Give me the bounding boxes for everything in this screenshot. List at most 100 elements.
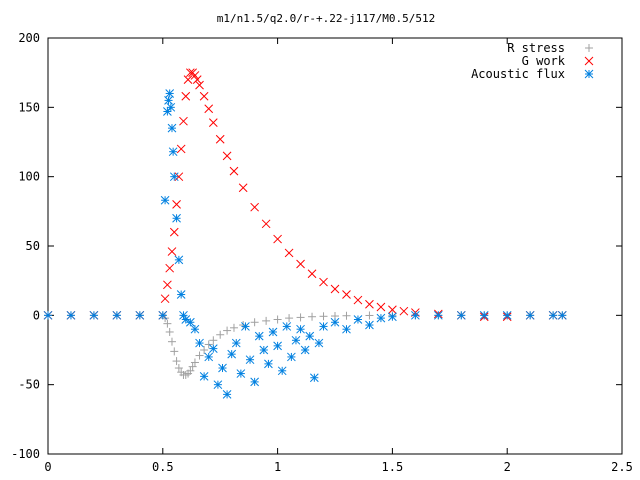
data-point [179,310,188,320]
data-point [174,172,184,182]
data-point [166,102,176,112]
data-point [259,345,269,355]
data-point [164,96,173,105]
data-point [172,213,181,223]
data-point [158,310,168,320]
data-point [305,331,315,341]
data-point [179,116,188,126]
data-point [300,345,310,355]
data-point [176,290,186,299]
data-point [296,324,305,334]
data-point [165,89,175,98]
data-point [365,320,374,330]
x-tick-label: 2 [504,460,511,474]
data-point [250,202,259,212]
data-point [160,294,170,304]
data-point [208,344,218,353]
data-point [342,311,351,320]
data-point [307,269,317,279]
y-tick-label: -100 [11,447,40,461]
data-point [287,352,296,362]
data-point [273,341,282,351]
data-point [168,147,178,157]
data-point [200,346,209,354]
data-point [170,347,179,356]
data-point [165,327,174,336]
data-point [261,219,271,229]
legend-label: G work [522,54,566,68]
data-point [236,369,246,378]
x-tick-label: 1.5 [382,460,404,474]
data-point [215,134,225,144]
data-point [174,255,184,265]
data-point [231,338,241,348]
legend-marker [584,69,594,79]
data-point [185,317,195,327]
data-point [163,280,172,290]
data-point [273,234,282,244]
data-point [254,331,264,341]
data-point [66,310,76,320]
y-tick-label: 200 [18,31,40,45]
data-point [190,71,200,80]
data-point [268,327,278,337]
data-point [296,259,305,269]
series-layer [43,68,567,399]
data-point [160,195,170,205]
data-point [264,359,273,369]
data-point [43,310,53,320]
data-point [204,340,213,349]
axis-ticks [47,37,623,455]
data-point [353,315,363,324]
data-point [388,305,397,315]
data-point [245,355,255,365]
axis-tick-labels: 0 0.5 1 1.5 2 2.5 200 150 100 50 0 -50 -100 [11,31,633,474]
legend-label: R stress [507,41,565,55]
data-point [296,313,305,322]
data-point [342,324,351,334]
x-tick-label: 2.5 [611,460,633,474]
data-point [208,118,218,127]
data-point [238,183,248,193]
data-point [167,337,176,346]
data-point [204,104,214,114]
data-point [314,338,324,348]
legend-marker [584,56,594,66]
data-point [330,284,340,294]
data-point [89,310,99,320]
data-point [213,380,223,390]
y-tick-label: 50 [26,239,40,253]
data-point [190,358,199,367]
data-point [195,80,204,90]
y-tick-label: 0 [33,308,40,322]
data-point [239,321,248,330]
data-point [183,75,193,84]
x-tick-label: 1 [274,460,281,474]
data-point [319,277,328,287]
data-point [433,310,443,320]
data-point [365,311,374,320]
data-point [502,310,512,320]
data-point [222,390,232,399]
series-acoustic-flux [43,89,567,399]
data-point [330,317,340,327]
data-point [479,310,489,320]
data-point [174,364,183,373]
data-point [229,166,239,176]
data-point [163,107,172,116]
data-point [223,326,232,335]
data-point [190,324,200,334]
data-point [222,151,232,161]
data-point [192,75,202,84]
data-point [112,310,122,320]
data-point [308,312,317,321]
data-point [557,310,567,320]
data-point [376,302,386,312]
data-point [165,263,175,273]
series-g-work [43,68,567,322]
data-point [319,322,328,331]
data-point [216,330,225,339]
data-point [548,310,558,320]
data-point [163,319,172,328]
